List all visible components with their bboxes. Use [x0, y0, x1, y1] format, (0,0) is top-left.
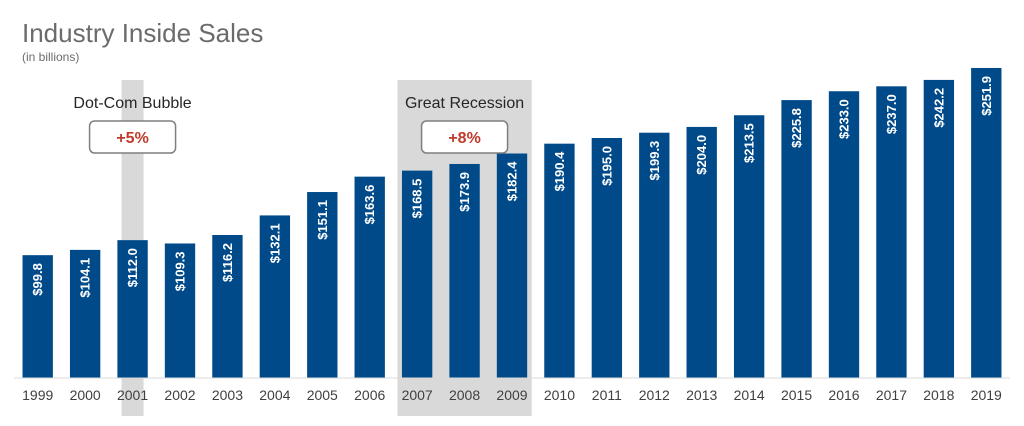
x-tick-2016: 2016 — [828, 387, 859, 403]
bar-label-2017: $237.0 — [884, 94, 899, 134]
bar-2010 — [544, 143, 575, 378]
x-tick-2013: 2013 — [686, 387, 717, 403]
bar-label-1999: $99.8 — [30, 263, 45, 296]
bar-2012 — [639, 132, 670, 378]
x-tick-2006: 2006 — [354, 387, 385, 403]
x-tick-2017: 2017 — [876, 387, 907, 403]
bar-2019 — [971, 67, 1002, 378]
bar-2017 — [876, 86, 907, 379]
annotation-change-2: +8% — [448, 130, 480, 147]
chart-title: Industry Inside Sales — [22, 18, 264, 48]
bar-2014 — [733, 115, 765, 378]
bar-2015 — [781, 100, 812, 378]
bar-2000 — [69, 249, 101, 378]
bar-label-2006: $163.6 — [362, 185, 377, 225]
x-tick-2007: 2007 — [402, 387, 433, 403]
bar-2011 — [591, 138, 623, 378]
x-tick-2004: 2004 — [259, 387, 290, 403]
bar-label-2002: $109.3 — [173, 251, 188, 291]
x-tick-2018: 2018 — [923, 387, 954, 403]
x-tick-2012: 2012 — [639, 387, 670, 403]
bar-2004 — [259, 215, 291, 378]
x-tick-2010: 2010 — [544, 387, 575, 403]
x-tick-2019: 2019 — [971, 387, 1002, 403]
bar-2009 — [496, 153, 528, 378]
bar-label-2005: $151.1 — [315, 200, 330, 240]
bar-2013 — [686, 126, 717, 378]
annotation-change-1: +5% — [116, 130, 148, 147]
x-tick-2002: 2002 — [164, 387, 195, 403]
bar-label-2010: $190.4 — [552, 151, 567, 192]
chart-subtitle: (in billions) — [22, 50, 80, 64]
bar-2005 — [307, 192, 338, 378]
annotation-label-2: Great Recession — [405, 95, 524, 112]
x-tick-2005: 2005 — [307, 387, 338, 403]
bar-2001 — [117, 240, 148, 378]
bar-label-2013: $204.0 — [694, 135, 709, 175]
x-tick-2003: 2003 — [212, 387, 243, 403]
x-tick-1999: 1999 — [22, 387, 53, 403]
bar-label-2014: $213.5 — [742, 123, 757, 163]
bar-label-2018: $242.2 — [931, 88, 946, 128]
bar-label-2012: $199.3 — [647, 141, 662, 181]
bar-2006 — [354, 176, 385, 378]
x-tick-2008: 2008 — [449, 387, 480, 403]
x-tick-2001: 2001 — [117, 387, 148, 403]
bar-label-2001: $112.0 — [125, 248, 140, 287]
x-tick-2009: 2009 — [496, 387, 527, 403]
bar-label-2003: $116.2 — [220, 243, 235, 282]
bar-label-2000: $104.1 — [78, 258, 93, 298]
bar-1999 — [22, 255, 53, 378]
x-tick-2015: 2015 — [781, 387, 812, 403]
bar-label-2009: $182.4 — [505, 161, 520, 202]
bar-label-2019: $251.9 — [979, 76, 994, 116]
bar-label-2015: $225.8 — [789, 108, 804, 148]
bar-label-2008: $173.9 — [457, 172, 472, 212]
bar-2018 — [923, 79, 955, 379]
x-tick-2000: 2000 — [70, 387, 101, 403]
bar-label-2016: $233.0 — [837, 99, 852, 139]
bar-2003 — [212, 234, 243, 378]
bar-2002 — [164, 243, 196, 378]
annotation-label-1: Dot-Com Bubble — [73, 95, 191, 112]
bar-label-2011: $195.0 — [599, 146, 614, 186]
bar-2007 — [401, 170, 433, 378]
bar-label-2004: $132.1 — [267, 223, 282, 263]
bar-2016 — [828, 91, 860, 378]
x-tick-2011: 2011 — [592, 387, 622, 403]
x-tick-2014: 2014 — [734, 387, 765, 403]
bar-2008 — [449, 163, 480, 378]
bar-label-2007: $168.5 — [410, 179, 425, 219]
annotation-box-2 — [420, 120, 509, 154]
annotation-box-1 — [88, 120, 177, 154]
